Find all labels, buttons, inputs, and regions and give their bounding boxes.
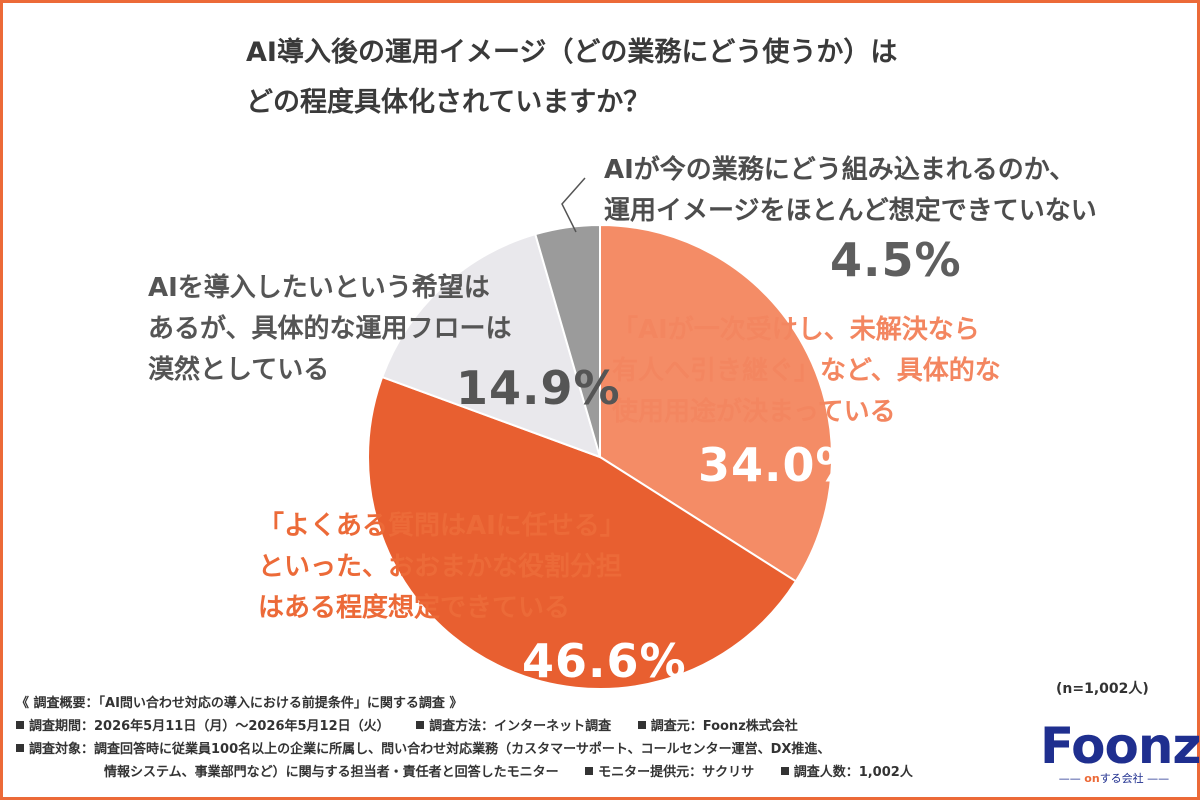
survey-provider: モニター提供元：サクリサ [598,765,755,780]
logo-tag-on: on [1084,772,1100,785]
pie-slice-1 [367,375,798,690]
foonz-logo: Foonz —— onする会社 —— [1040,717,1200,786]
label-line: 「AIが一次受けし、未解決なら [612,315,980,345]
label-line: 「よくある質問はAIに任せる」 [258,511,626,541]
survey-source: 調査元：Foonz株式会社 [650,719,798,734]
survey-period: 調査期間：2026年5月11日（月）～2026年5月12日（火） [29,719,390,734]
logo-tag-rest: する会社 [1099,772,1144,785]
survey-target: 調査対象：調査回答時に従業員100名以上の企業に所属し、問い合わせ対応業務（カス… [29,742,831,757]
slice-label-salmon: 「AIが一次受けし、未解決なら 有人へ引き継ぐ」など、具体的な 使用用途が決まっ… [612,310,1001,493]
square-bullet-icon [585,767,594,775]
footer-row: 情報システム、事業部門など）に関与する担当者・責任者と回答したモニター モニター… [16,761,913,784]
slice-value-label: 14.9% [456,361,621,415]
footer-row: 調査対象：調査回答時に従業員100名以上の企業に所属し、問い合わせ対応業務（カス… [16,738,913,761]
slice-label-gray: AIが今の業務にどう組み込まれるのか、 運用イメージをほとんど想定できていない … [604,150,1097,288]
label-line: はある程度想定できている [258,593,571,623]
slice-value-label: 4.5% [830,233,962,287]
title-line-1: AI導入後の運用イメージ（どの業務にどう使うか）は [246,37,898,68]
pie-slices [367,223,833,690]
survey-overview: 《 調査概要：「AI問い合わせ対応の導入における前提条件」に関する調査 》 [16,696,463,711]
slice-label-light: AIを導入したいという希望は あるが、具体的な運用フローは 漠然としている 14… [148,268,620,415]
logo-tagline: —— onする会社 —— [1058,772,1170,785]
slice-value-label: 46.6% [522,634,687,688]
sample-size-note: (n=1,002人) [1056,681,1149,697]
survey-footer: 《 調査概要：「AI問い合わせ対応の導入における前提条件」に関する調査 》 調査… [16,692,913,784]
square-bullet-icon [416,721,425,729]
leader-line [561,177,586,233]
survey-count: 調査人数：1,002人 [793,765,913,780]
pie-slice-2 [380,232,602,459]
label-line: AIを導入したいという希望は [148,273,490,303]
label-line: 使用用途が決まっている [612,397,896,427]
pie-slice-0 [599,223,833,583]
slice-value-label: 34.0% [698,438,863,492]
survey-target-cont: 情報システム、事業部門など）に関与する担当者・責任者と回答したモニター [104,765,559,780]
label-line: AIが今の業務にどう組み込まれるのか、 [604,155,1076,185]
square-bullet-icon [637,721,646,729]
square-bullet-icon [16,744,24,752]
label-line: 漠然としている [148,355,330,385]
label-line: 運用イメージをほとんど想定できていない [604,196,1097,226]
pie-slice-3 [534,223,601,458]
survey-method: 調査方法：インターネット調査 [429,719,612,734]
square-bullet-icon [16,721,24,729]
logo-wordmark: Foonz [1040,717,1200,775]
title-line-2: どの程度具体化されていますか？ [246,87,651,118]
footer-row: 調査期間：2026年5月11日（月）～2026年5月12日（火） 調査方法：イン… [16,715,913,738]
label-line: あるが、具体的な運用フローは [148,314,512,344]
label-line: 有人へ引き継ぐ」など、具体的な [612,356,1001,386]
square-bullet-icon [780,767,789,775]
label-line: といった、おおまかな役割分担 [258,552,623,582]
slice-label-orange: 「よくある質問はAIに任せる」 といった、おおまかな役割分担 はある程度想定でき… [258,506,687,689]
chart-title: AI導入後の運用イメージ（どの業務にどう使うか）は どの程度具体化されていますか… [246,28,897,128]
